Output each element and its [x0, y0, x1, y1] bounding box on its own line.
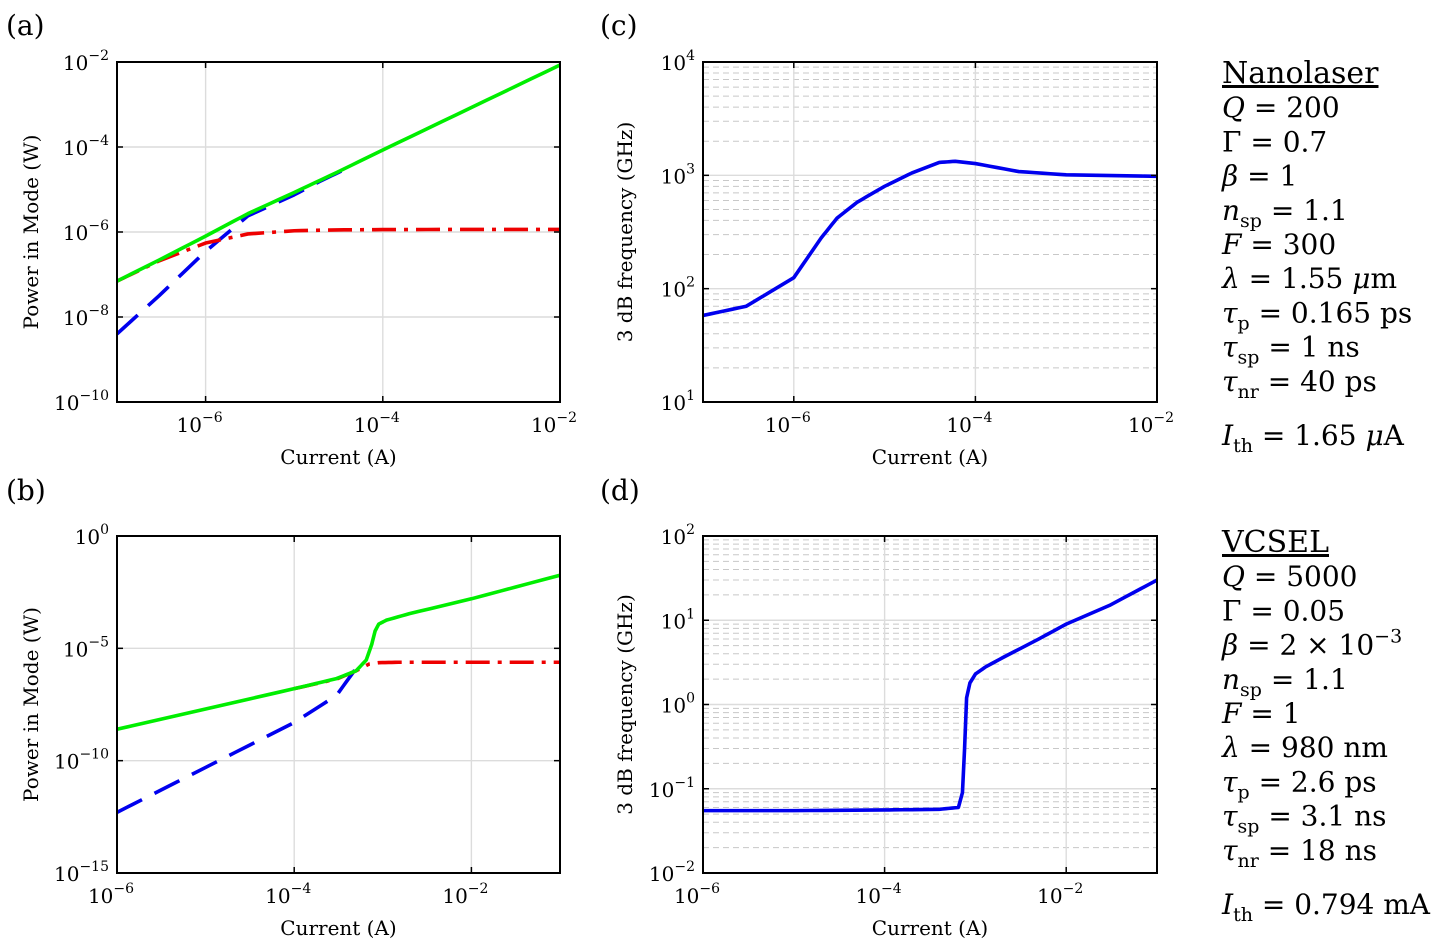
x-tick-label: 10−6: [88, 881, 134, 908]
x-axis-label: Current (A): [872, 445, 988, 469]
param-line: λ = 980 nm: [1221, 731, 1388, 764]
y-tick-label: 101: [661, 388, 695, 415]
y-tick-label: 10−10: [54, 388, 109, 415]
param-line: λ = 1.55 μm: [1221, 262, 1397, 295]
y-tick-label: 102: [661, 275, 695, 302]
panel-label: (d): [600, 474, 640, 507]
y-axis-label: Power in Mode (W): [19, 135, 43, 330]
y-tick-label: 10−10: [54, 747, 109, 774]
panel-b-power-vcsel: (b) 10−6 10−4 10−2 10−15 10−10 10−5 100 Current …: [6, 474, 561, 940]
param-line: Γ = 0.05: [1222, 594, 1345, 627]
panel-label: (a): [6, 9, 45, 42]
panel-c-bandwidth-nanolaser: (c) 10−6 10−4 10−2 101 102 103 104 Current (A) 3 …: [600, 9, 1174, 469]
axes-frame: [702, 61, 1158, 403]
param-line: β = 2 × 10−3: [1221, 626, 1402, 662]
param-line: τnr = 40 ps: [1222, 365, 1377, 403]
x-tick-label: 10−4: [265, 881, 311, 908]
param-threshold: Ith = 0.794 mA: [1221, 888, 1431, 926]
y-tick-label: 10−4: [63, 133, 109, 160]
x-tick-label: 10−2: [442, 881, 488, 908]
series-spontaneous: [117, 227, 560, 283]
x-tick-label: 10−2: [531, 410, 577, 437]
series-stimulated: [117, 168, 344, 336]
x-tick-label: 10−4: [946, 410, 992, 437]
panel-a-power-nanolaser: (a) 10−6 10−4 10−2 10−10 10−8 10−6 10−4 10−2 Curr…: [6, 9, 577, 469]
param-line: nsp = 1.1: [1222, 663, 1348, 701]
param-line: Q = 5000: [1222, 560, 1358, 593]
y-axis-label: Power in Mode (W): [19, 607, 43, 802]
x-tick-label: 10−4: [856, 881, 902, 908]
x-tick-label: 10−2: [1128, 410, 1174, 437]
y-tick-label: 102: [661, 522, 695, 549]
param-line: τsp = 1 ns: [1222, 331, 1360, 369]
axes-frame: [116, 535, 561, 874]
param-line: β = 1: [1221, 160, 1297, 193]
series-total: [117, 573, 560, 732]
y-tick-label: 10−6: [63, 218, 109, 245]
panel-label: (b): [6, 474, 46, 507]
y-tick-label: 104: [661, 48, 695, 75]
params-title: Nanolaser: [1222, 56, 1379, 91]
param-threshold: Ith = 1.65 μA: [1221, 419, 1405, 457]
x-axis-label: Current (A): [280, 916, 396, 940]
y-tick-label: 103: [661, 161, 695, 188]
y-tick-label: 100: [75, 522, 109, 549]
param-line: Q = 200: [1222, 91, 1340, 124]
y-tick-label: 10−8: [63, 303, 109, 330]
param-line: τnr = 18 ns: [1222, 834, 1377, 872]
series-spontaneous: [293, 660, 560, 691]
x-tick-label: 10−2: [1037, 881, 1083, 908]
x-axis-label: Current (A): [872, 916, 988, 940]
y-tick-label: 100: [661, 691, 695, 718]
param-line: F = 1: [1221, 697, 1301, 730]
y-tick-label: 10−15: [54, 859, 109, 886]
x-tick-label: 10−6: [177, 410, 223, 437]
param-line: τsp = 3.1 ns: [1222, 800, 1387, 838]
y-tick-label: 10−2: [649, 859, 695, 886]
series-total: [117, 63, 560, 283]
panel-d-bandwidth-vcsel: (d) 10−6 10−4 10−2 10−2 10−1 100 101 102 Current …: [600, 474, 1158, 940]
x-tick-label: 10−4: [354, 410, 400, 437]
params-title: VCSEL: [1221, 525, 1329, 560]
param-line: F = 300: [1221, 228, 1336, 261]
param-line: τp = 2.6 ps: [1222, 765, 1377, 803]
y-axis-label: 3 dB frequency (GHz): [613, 594, 637, 815]
series-f3dB: [703, 578, 1157, 813]
param-line: Γ = 0.7: [1222, 125, 1327, 158]
x-axis-label: Current (A): [280, 445, 396, 469]
y-tick-label: 10−5: [63, 634, 109, 661]
param-line: nsp = 1.1: [1222, 194, 1348, 232]
y-tick-label: 10−1: [649, 775, 695, 802]
param-line: τp = 0.165 ps: [1222, 296, 1412, 334]
panel-label: (c): [600, 9, 638, 42]
y-tick-label: 101: [661, 606, 695, 633]
y-axis-label: 3 dB frequency (GHz): [613, 122, 637, 343]
series-stimulated: [117, 667, 358, 814]
x-tick-label: 10−6: [674, 881, 720, 908]
x-tick-label: 10−6: [765, 410, 811, 437]
series-f3dB: [703, 159, 1157, 318]
y-tick-label: 10−2: [63, 48, 109, 75]
